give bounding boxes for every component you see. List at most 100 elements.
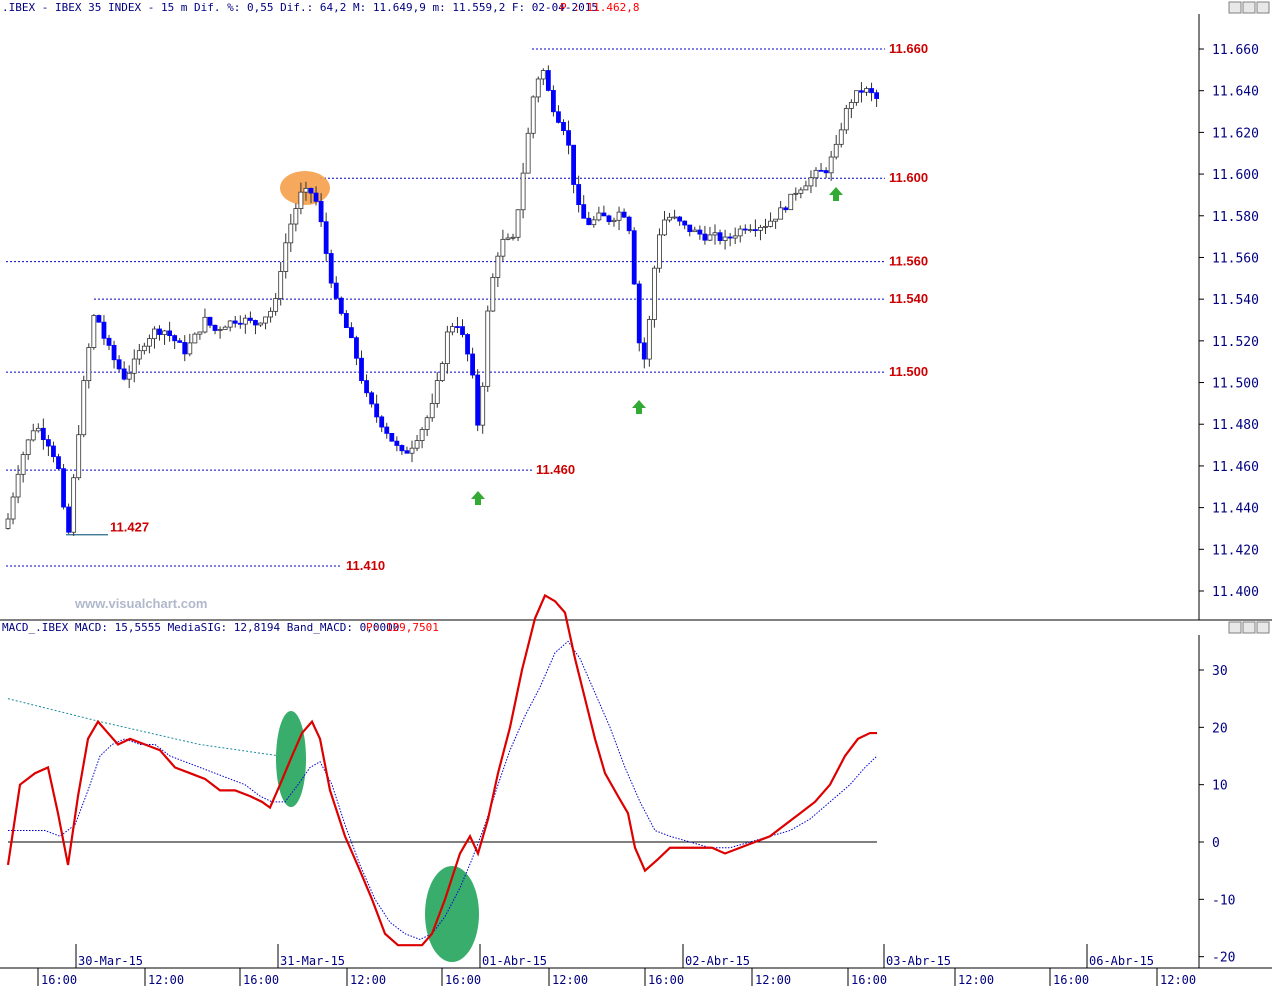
candle-down <box>369 392 375 405</box>
candle-up <box>298 191 304 210</box>
candle-up <box>722 236 728 241</box>
candle-down <box>101 321 107 339</box>
candle-down <box>823 170 829 174</box>
candle-down <box>96 315 102 323</box>
candle-up <box>520 172 526 211</box>
candle-up <box>596 212 602 221</box>
candle-up <box>485 310 491 387</box>
candle-down <box>157 328 162 335</box>
candle-up <box>91 315 97 348</box>
candle-down <box>874 92 879 99</box>
candle-down <box>212 324 218 331</box>
candle-up <box>490 276 496 312</box>
candle-up <box>263 316 268 324</box>
macd-header-text: MACD_.IBEX MACD: 15,5555 MediaSIG: 12,81… <box>2 621 399 634</box>
candle-up <box>429 403 435 419</box>
candle-up <box>657 234 662 269</box>
window-minimize-icon[interactable] <box>1228 1 1242 14</box>
candle-down <box>121 368 127 380</box>
level-label: 11.540 <box>889 291 928 306</box>
candle-down <box>641 342 647 360</box>
candle-down <box>318 200 324 223</box>
candle-down <box>394 440 400 446</box>
watermark: www.visualchart.com <box>74 596 207 611</box>
window-close-icon[interactable] <box>1256 621 1270 634</box>
candle-down <box>354 337 359 359</box>
candle-up <box>10 496 16 520</box>
candle-down <box>682 220 688 226</box>
price-tick-label: 11.420 <box>1212 543 1259 558</box>
candle-down <box>46 439 51 447</box>
candle-down <box>783 207 789 211</box>
window-restore-icon[interactable] <box>1242 621 1256 634</box>
green-highlight-ellipse <box>425 866 479 962</box>
hour-label: 12:00 <box>755 973 791 987</box>
candle-down <box>389 432 395 442</box>
candle-up <box>25 439 31 456</box>
candle-down <box>359 357 364 381</box>
macd-tick-label: -20 <box>1212 951 1235 966</box>
candle-up <box>793 192 799 195</box>
candle-down <box>343 313 349 328</box>
candle-down <box>313 192 319 202</box>
candle-down <box>379 416 385 428</box>
candle-up <box>843 108 849 131</box>
level-label: 11.600 <box>889 170 928 185</box>
candle-down <box>374 403 380 418</box>
candle-up <box>192 333 198 344</box>
candle-up <box>162 330 167 335</box>
candle-up <box>76 434 82 479</box>
candle-up <box>187 342 193 355</box>
candle-down <box>636 283 642 344</box>
candle-up <box>15 473 21 498</box>
price-tick-label: 11.580 <box>1212 210 1259 225</box>
candle-up <box>141 345 147 352</box>
candle-up <box>288 223 294 244</box>
candle-down <box>247 317 253 321</box>
candle-down <box>333 282 339 299</box>
candle-up <box>409 447 415 454</box>
price-panel-header: .IBEX - IBEX 35 INDEX - 15 m Dif. %: 0,5… <box>2 1 639 14</box>
candle-up <box>197 331 203 335</box>
macd-tick-label: 0 <box>1212 836 1220 851</box>
candle-up <box>616 211 622 221</box>
window-minimize-icon[interactable] <box>1228 621 1242 634</box>
candle-up <box>652 267 657 320</box>
candle-down <box>687 224 693 233</box>
candle-up <box>768 220 773 227</box>
price-tick-label: 11.640 <box>1212 85 1259 100</box>
candle-down <box>40 427 46 440</box>
candle-up <box>788 193 794 211</box>
macd-y-axis: 30 20 10 0 -10 -20 <box>1199 664 1235 966</box>
support-resistance-levels: 11.660 11.600 11.560 11.540 11.500 11.460 11.4… <box>6 41 928 573</box>
candle-down <box>66 506 71 533</box>
candle-down <box>581 204 587 219</box>
up-arrow-icon <box>829 187 843 201</box>
time-axis: 30-Mar-15 31-Mar-15 01-Abr-15 02-Abr-15 03-A… <box>37 944 1196 987</box>
hour-label: 16:00 <box>445 973 481 987</box>
candle-up <box>419 429 425 441</box>
candle-down <box>742 228 748 231</box>
candle-up <box>833 143 839 158</box>
price-tick-label: 11.520 <box>1212 335 1259 350</box>
candle-down <box>561 121 566 132</box>
candle-down <box>348 327 354 339</box>
price-window-buttons <box>1228 1 1270 14</box>
hour-label: 16:00 <box>1053 973 1089 987</box>
candle-up <box>591 219 597 226</box>
macd-trend-line <box>7 698 281 757</box>
candle-up <box>258 322 263 326</box>
candle-down <box>404 450 410 454</box>
candle-up <box>242 317 248 325</box>
window-close-icon[interactable] <box>1256 1 1270 14</box>
candle-up <box>500 238 506 257</box>
candle-down <box>556 111 561 123</box>
candle-down <box>56 456 61 470</box>
candlestick-series <box>5 65 879 536</box>
hour-label: 12:00 <box>958 973 994 987</box>
window-restore-icon[interactable] <box>1242 1 1256 14</box>
macd-panel-header: MACD_.IBEX MACD: 15,5555 MediaSIG: 12,81… <box>2 621 439 634</box>
candle-down <box>182 342 188 355</box>
hour-label: 16:00 <box>243 973 279 987</box>
